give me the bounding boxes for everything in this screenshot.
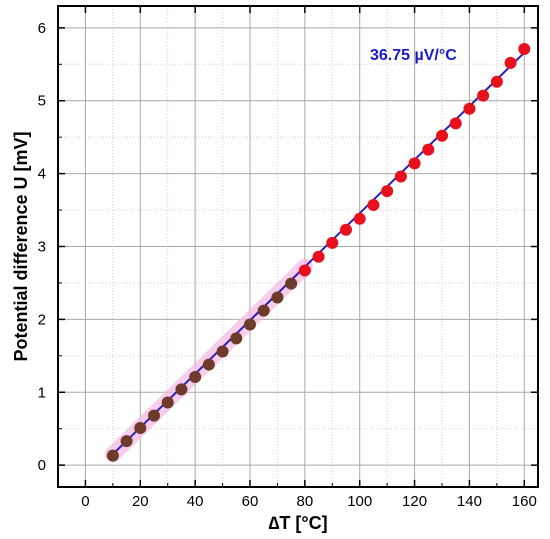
data-point	[134, 421, 147, 434]
y-tick-label: 3	[38, 239, 46, 256]
data-point	[244, 318, 256, 331]
data-point	[106, 449, 119, 462]
data-point	[230, 332, 243, 345]
slope-annotation: 36.75 µV/°C	[370, 47, 457, 64]
y-tick-label: 0	[38, 457, 46, 474]
data-point	[422, 143, 435, 156]
x-tick-label: 80	[297, 493, 314, 510]
data-point	[326, 236, 339, 249]
y-tick-labels: 0 1 2 3 4 5 6	[38, 20, 46, 474]
grid	[57, 6, 538, 487]
data-point	[257, 304, 270, 317]
data-point	[120, 435, 133, 448]
data-point	[175, 383, 188, 396]
data-point	[216, 345, 229, 358]
y-tick-label: 4	[38, 166, 46, 183]
y-axis-label: Potential difference U [mV]	[11, 131, 31, 361]
x-tick-label: 60	[242, 493, 259, 510]
x-tick-label: 140	[457, 493, 482, 510]
data-point	[367, 198, 380, 211]
y-tick-label: 1	[38, 384, 46, 401]
axis-ticks	[57, 6, 538, 487]
data-points	[106, 42, 531, 462]
data-point	[271, 291, 284, 304]
data-point	[340, 223, 352, 236]
y-tick-label: 6	[38, 20, 46, 37]
data-point	[463, 102, 476, 115]
data-point	[381, 185, 394, 198]
data-point	[518, 42, 531, 55]
y-tick-label: 5	[38, 93, 46, 110]
data-point	[408, 157, 421, 170]
x-tick-label: 20	[132, 493, 149, 510]
x-tick-labels: 0 20 40 60 80 100 120 140 160	[81, 493, 537, 510]
data-point	[298, 264, 311, 277]
data-point	[285, 277, 298, 290]
data-point	[148, 409, 160, 422]
data-point	[202, 358, 215, 371]
data-point	[477, 89, 490, 102]
data-point	[161, 396, 174, 409]
data-point	[449, 117, 462, 130]
data-point	[189, 370, 202, 383]
data-point	[490, 75, 503, 88]
x-tick-label: 120	[402, 493, 427, 510]
x-tick-label: 160	[512, 493, 537, 510]
y-tick-label: 2	[38, 311, 46, 328]
data-point	[312, 250, 325, 263]
data-point	[504, 56, 517, 69]
data-point	[394, 170, 407, 183]
x-tick-label: 40	[187, 493, 204, 510]
x-tick-label: 0	[81, 493, 89, 510]
data-point	[436, 129, 448, 142]
x-axis-label: ∆T [°C]	[268, 513, 327, 533]
x-tick-label: 100	[347, 493, 372, 510]
data-point	[353, 212, 366, 225]
